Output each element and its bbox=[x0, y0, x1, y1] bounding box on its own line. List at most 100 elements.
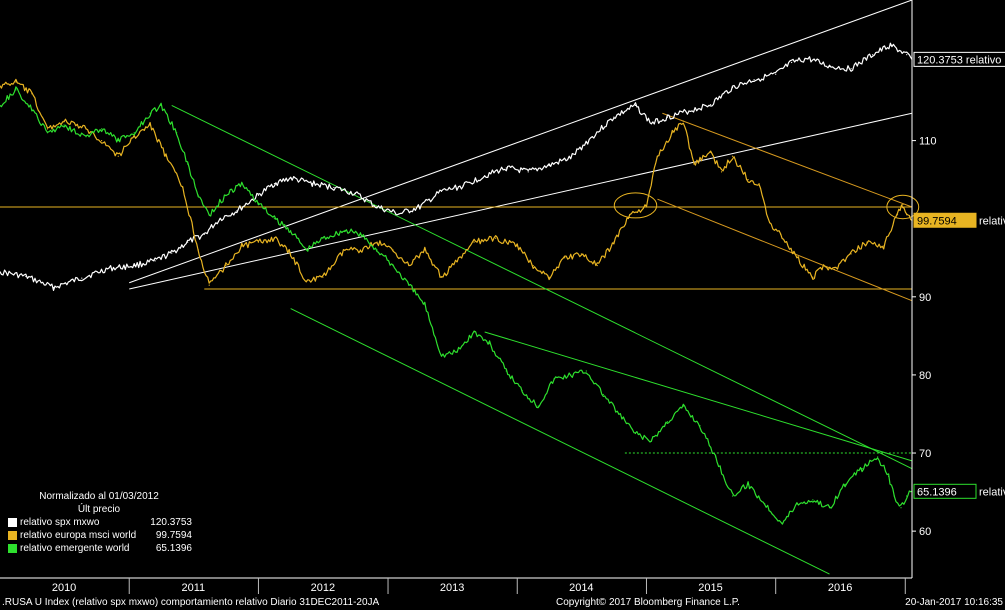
series-0-point-31 bbox=[650, 122, 653, 125]
series-1-point-17 bbox=[273, 237, 275, 239]
series-1-point-50 bbox=[780, 233, 782, 235]
series-0-point-36 bbox=[753, 79, 755, 81]
x-tick-label-2: 2012 bbox=[311, 582, 335, 594]
y-tick-label-0: 60 bbox=[919, 526, 931, 538]
series-0-point-14 bbox=[290, 177, 292, 179]
series-1-point-48 bbox=[758, 182, 760, 185]
series-1-point-8 bbox=[133, 136, 135, 138]
series-1-point-56 bbox=[866, 241, 868, 243]
series-2-point-14 bbox=[208, 214, 210, 216]
legend: Normalizado al 01/03/2012 Últ precio rel… bbox=[4, 490, 194, 562]
series-1-point-9 bbox=[149, 124, 151, 126]
legend-swatch-spx bbox=[8, 518, 17, 527]
legend-label-emergente: relativo emergente world bbox=[20, 543, 130, 554]
series-0-point-4 bbox=[107, 268, 109, 270]
series-0-point-12 bbox=[257, 194, 260, 196]
series-2-point-34 bbox=[537, 405, 539, 407]
series-2-point-6 bbox=[101, 128, 103, 130]
series-1-point-2 bbox=[31, 93, 33, 95]
series-2-point-7 bbox=[117, 139, 119, 142]
series-2-point-2 bbox=[31, 108, 33, 110]
series-0-point-39 bbox=[807, 57, 809, 60]
series-2-point-0 bbox=[0, 104, 1, 107]
trend-line-5 bbox=[657, 198, 913, 302]
series-1-point-11 bbox=[182, 186, 184, 189]
series-1-point-47 bbox=[747, 179, 749, 181]
series-2-point-12 bbox=[187, 163, 189, 165]
legend-title: Normalizado al 01/03/2012 bbox=[39, 491, 159, 502]
series-0-point-16 bbox=[333, 186, 335, 189]
series-1-point-37 bbox=[613, 241, 615, 243]
series-1-point-60 bbox=[906, 214, 908, 216]
series-0-point-20 bbox=[419, 206, 421, 208]
series-0-point-15 bbox=[311, 182, 313, 185]
series-2-point-43 bbox=[682, 405, 684, 407]
series-0-point-0 bbox=[0, 271, 1, 273]
series-2-point-44 bbox=[699, 425, 701, 427]
series-0-point-10 bbox=[219, 218, 221, 220]
x-tick-label-3: 2013 bbox=[440, 582, 464, 594]
series-2-point-30 bbox=[473, 331, 475, 333]
series-line-2 bbox=[0, 86, 913, 525]
legend-swatch-europa bbox=[8, 531, 17, 540]
series-1-point-53 bbox=[822, 264, 825, 267]
legend-entry-europa: relativo europa msci world 99.7594 bbox=[4, 529, 194, 542]
series-2-point-15 bbox=[225, 194, 227, 196]
series-0-point-11 bbox=[236, 210, 238, 212]
legend-value-emergente: 65.1396 bbox=[155, 543, 192, 554]
series-0-point-23 bbox=[484, 175, 486, 177]
series-2-point-3 bbox=[46, 132, 49, 134]
series-0-point-22 bbox=[462, 185, 464, 187]
series-0-point-40 bbox=[828, 65, 831, 67]
series-2-point-45 bbox=[714, 456, 717, 458]
series-0-point-3 bbox=[81, 277, 83, 279]
series-2-point-16 bbox=[241, 182, 243, 185]
footer-description: .RUSA U Index (relativo spx mxwo) compor… bbox=[2, 597, 380, 608]
series-1-point-43 bbox=[693, 163, 695, 165]
trend-line-0 bbox=[129, 0, 913, 284]
series-2-point-27 bbox=[424, 304, 426, 306]
series-2-point-38 bbox=[602, 393, 604, 396]
series-2-point-29 bbox=[456, 350, 458, 353]
series-0-point-5 bbox=[133, 264, 135, 267]
x-tick-label-6: 2016 bbox=[828, 582, 852, 594]
series-2-point-58 bbox=[900, 507, 902, 509]
legend-label-europa: relativo europa msci world bbox=[20, 530, 137, 541]
series-2-point-11 bbox=[176, 132, 178, 134]
series-2-point-8 bbox=[133, 132, 135, 134]
legend-swatch-emergente bbox=[8, 544, 17, 553]
series-1-point-18 bbox=[290, 253, 292, 255]
series-2-point-21 bbox=[322, 237, 324, 239]
series-1-point-40 bbox=[656, 155, 659, 157]
series-2-point-32 bbox=[505, 370, 507, 372]
series-0-point-19 bbox=[398, 213, 400, 215]
series-1-point-59 bbox=[902, 204, 904, 206]
series-0-point-25 bbox=[527, 171, 529, 173]
series-2-point-54 bbox=[861, 468, 863, 470]
series-1-point-5 bbox=[85, 128, 87, 130]
x-tick-label-1: 2011 bbox=[181, 582, 205, 594]
series-1-point-22 bbox=[359, 249, 362, 251]
series-1-point-26 bbox=[424, 249, 426, 251]
series-2-point-56 bbox=[888, 475, 890, 478]
series-0-point-35 bbox=[731, 86, 734, 89]
last-tag-box-2 bbox=[913, 483, 977, 499]
footer-bar: .RUSA U Index (relativo spx mxwo) compor… bbox=[0, 596, 1005, 610]
series-1-point-57 bbox=[883, 245, 885, 247]
series-1-point-36 bbox=[596, 264, 598, 267]
series-0-point-2 bbox=[52, 286, 55, 289]
series-1-point-27 bbox=[440, 276, 443, 278]
series-1-point-30 bbox=[495, 237, 497, 239]
series-0-point-41 bbox=[850, 68, 852, 70]
series-2-point-39 bbox=[618, 413, 620, 415]
trend-line-4 bbox=[662, 112, 913, 208]
series-1-point-39 bbox=[645, 206, 648, 208]
series-0-point-32 bbox=[666, 116, 668, 118]
series-2-point-1 bbox=[15, 89, 17, 91]
series-2-point-4 bbox=[63, 124, 65, 126]
series-1-point-44 bbox=[709, 151, 712, 153]
series-2-point-25 bbox=[392, 264, 394, 267]
series-0-point-21 bbox=[440, 190, 443, 192]
series-2-point-35 bbox=[553, 378, 555, 380]
series-1-point-16 bbox=[257, 241, 260, 243]
